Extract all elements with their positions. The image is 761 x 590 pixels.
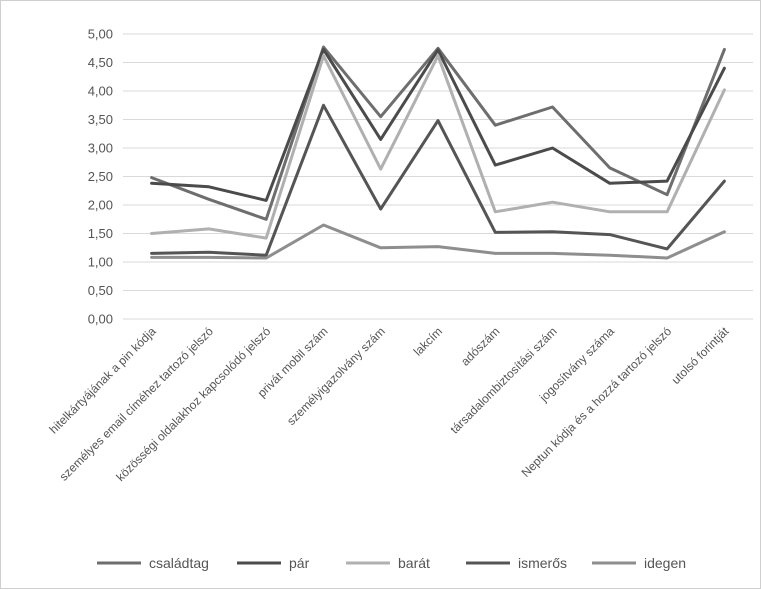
x-category-label: hitelkártyájának a pin kódja — [46, 324, 158, 436]
series-lines — [152, 47, 725, 258]
y-tick-label: 0,50 — [88, 283, 113, 298]
x-category-label: utolsó forintját — [669, 324, 732, 387]
legend-label: pár — [289, 555, 310, 571]
y-tick-label: 4,50 — [88, 55, 113, 70]
x-category-label: adószám — [458, 324, 502, 368]
y-tick-label: 4,00 — [88, 84, 113, 99]
y-tick-label: 2,00 — [88, 198, 113, 213]
legend-label: idegen — [644, 555, 686, 571]
y-axis-tick-labels: 0,00 0,50 1,00 1,50 2,00 2,50 3,00 3,50 4,00 4,50… — [88, 27, 113, 327]
legend-label: családtag — [149, 555, 209, 571]
y-tick-label: 3,50 — [88, 112, 113, 127]
legend-label: barát — [398, 555, 430, 571]
y-tick-label: 0,00 — [88, 312, 113, 327]
legend: családtag pár barát ismerős idegen — [97, 555, 686, 571]
x-category-label: társadalombiztosítási szám — [447, 324, 559, 436]
legend-label: ismerős — [518, 555, 567, 571]
y-tick-label: 1,00 — [88, 255, 113, 270]
y-tick-label: 2,50 — [88, 169, 113, 184]
series-line-1 — [152, 49, 725, 200]
gridlines — [123, 34, 753, 319]
y-tick-label: 5,00 — [88, 27, 113, 42]
y-tick-label: 3,00 — [88, 141, 113, 156]
y-tick-label: 1,50 — [88, 226, 113, 241]
x-category-label: lakcím — [411, 324, 445, 358]
x-category-label: személyigazolvány szám — [284, 324, 388, 428]
